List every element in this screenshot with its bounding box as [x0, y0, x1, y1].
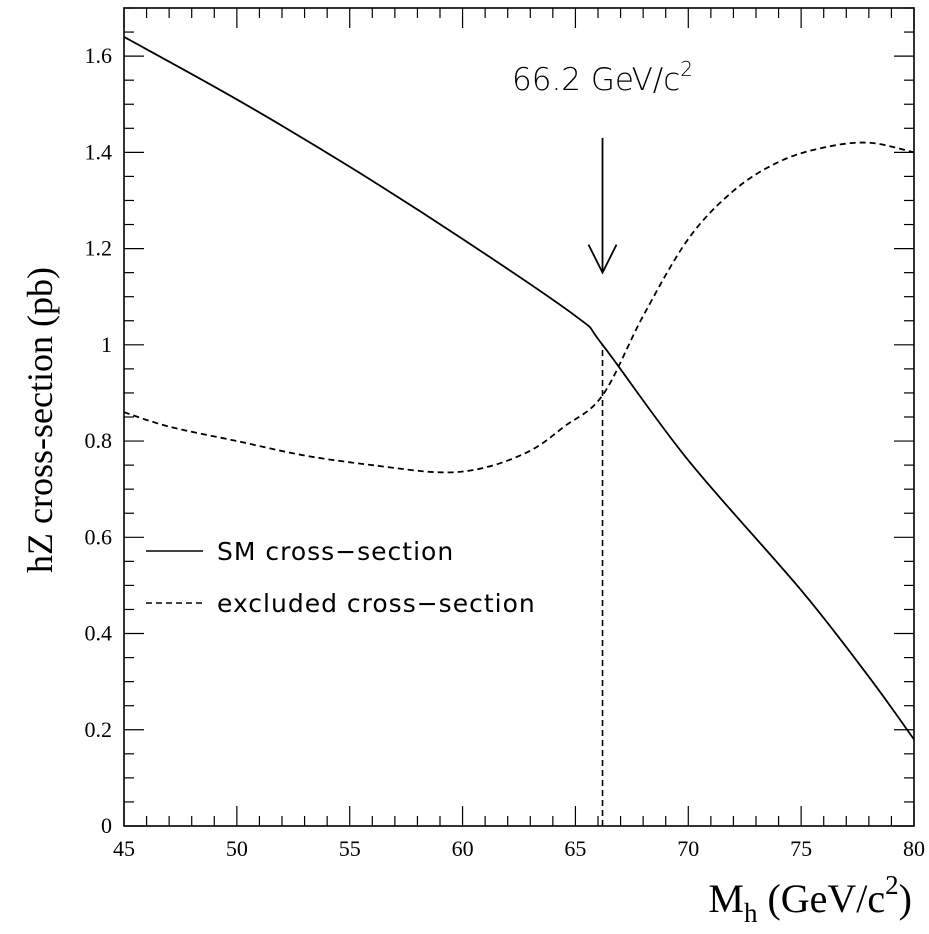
- legend-label-sm: SM cross−section: [217, 537, 454, 566]
- y-tick-label: 1.2: [85, 236, 113, 261]
- x-tick-label: 55: [339, 836, 361, 861]
- y-tick-label: 1.4: [85, 139, 113, 164]
- mass-limit-label: 66.2 GeV/c2: [512, 57, 693, 98]
- y-tick-label: 0.8: [85, 428, 113, 453]
- x-axis-title-close: ): [899, 876, 912, 921]
- series-layer: [123, 36, 915, 740]
- y-axis-title: hZ cross-section (pb): [20, 267, 60, 573]
- x-tick-labels: 45 50 55 60 65 70 75 80: [113, 836, 925, 861]
- x-tick-label: 70: [677, 836, 699, 861]
- y-tick-label: 0.6: [85, 524, 113, 549]
- x-axis-title-main: M: [708, 876, 744, 921]
- x-tick-label: 65: [564, 836, 586, 861]
- mass-limit-value: 66.2 GeV/c: [512, 62, 680, 98]
- y-tick-labels: 0 0.2 0.4 0.6 0.8 1 1.2 1.4 1.6: [85, 43, 113, 838]
- y-tick-label: 1: [101, 332, 112, 357]
- annotation-layer: [587, 137, 618, 826]
- x-axis-title-sub: h: [744, 898, 758, 928]
- series-line-sm: [123, 36, 915, 740]
- x-axis-title-sup: 2: [885, 870, 899, 900]
- mass-limit-superscript: 2: [680, 57, 693, 81]
- x-tick-label: 80: [903, 836, 925, 861]
- x-axis-title: Mh (GeV/c2): [708, 870, 912, 928]
- y-tick-label: 0: [101, 813, 112, 838]
- series-line-excluded: [123, 141, 915, 474]
- axis-ticks: [123, 7, 915, 827]
- x-tick-label: 60: [452, 836, 474, 861]
- plot-frame: [123, 7, 915, 827]
- legend-label-excluded: excluded cross−section: [217, 589, 536, 618]
- x-tick-label: 75: [790, 836, 812, 861]
- arrow-head: [587, 244, 618, 275]
- x-tick-label: 45: [113, 836, 135, 861]
- x-axis-title-rest: (GeV/c: [757, 876, 885, 921]
- x-tick-label: 50: [226, 836, 248, 861]
- y-tick-label: 1.6: [85, 43, 113, 68]
- y-tick-label: 0.4: [85, 621, 113, 646]
- y-tick-label: 0.2: [85, 717, 113, 742]
- legend: SM cross−section excluded cross−section: [146, 537, 536, 618]
